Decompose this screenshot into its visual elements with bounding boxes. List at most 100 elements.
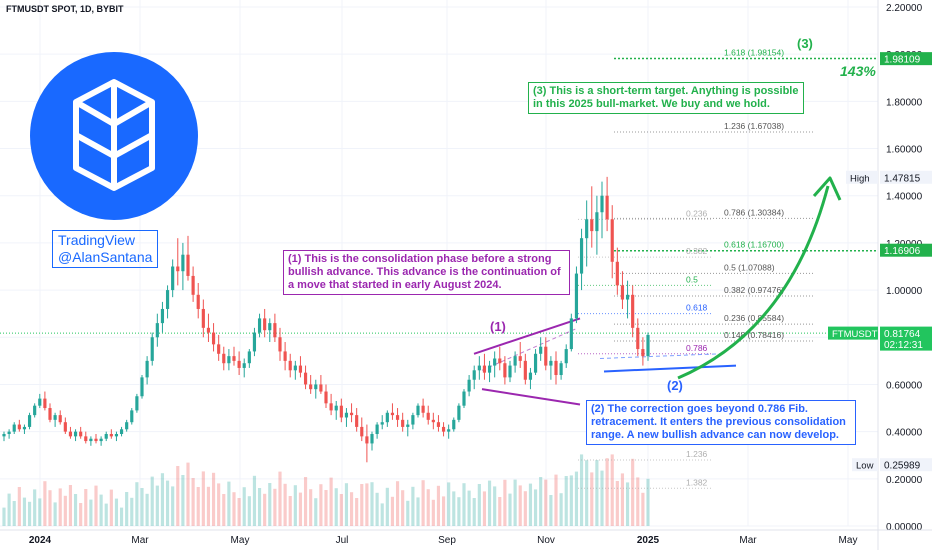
- candle-body: [472, 370, 476, 380]
- price-tick-label: 1.40000: [886, 192, 923, 203]
- candle-body: [518, 356, 522, 361]
- volume-bar: [390, 496, 395, 526]
- volume-bar: [472, 498, 476, 526]
- price-tag-value: 0.81764: [884, 329, 921, 340]
- price-tag-countdown: 02:12:31: [884, 340, 923, 351]
- candle-body: [447, 429, 451, 432]
- candle-body: [569, 318, 573, 350]
- time-tick-label: Jul: [336, 535, 349, 546]
- volume-bar: [293, 485, 297, 526]
- candle-body: [119, 429, 124, 434]
- volume-bar: [523, 491, 527, 526]
- time-tick-label: 2025: [637, 535, 660, 546]
- candle-body: [140, 377, 144, 397]
- fib-level-label: 1.618 (1.98154): [724, 48, 784, 58]
- volume-bars: [2, 454, 650, 526]
- volume-bar: [365, 483, 369, 526]
- candle-body: [544, 346, 548, 366]
- candle-body: [79, 431, 83, 437]
- candle-body: [135, 396, 139, 411]
- candle-body: [191, 275, 195, 295]
- volume-bar: [370, 482, 374, 526]
- price-tag-value: 1.16906: [884, 246, 921, 257]
- volume-bar: [615, 481, 619, 526]
- candle-body: [482, 365, 487, 373]
- candle-body: [252, 332, 257, 352]
- volume-bar: [222, 494, 226, 526]
- candle-body: [155, 323, 159, 338]
- candle-body: [431, 419, 435, 423]
- candle-body: [395, 415, 400, 420]
- candle-body: [360, 426, 364, 437]
- candle-body: [63, 422, 67, 432]
- volume-bar: [314, 498, 318, 526]
- fib-level-label: 0.618 (1.16700): [724, 240, 784, 250]
- candle-body: [339, 405, 343, 418]
- candle-body: [615, 261, 619, 286]
- candle-body: [426, 412, 430, 420]
- note-phase1: (1) This is the consolidation phase befo…: [283, 250, 570, 295]
- candle-body: [196, 294, 200, 309]
- volume-bar: [457, 497, 461, 526]
- volume-bar: [186, 462, 190, 526]
- volume-bar: [467, 490, 471, 526]
- candle-body: [206, 327, 211, 333]
- candle-body: [559, 363, 563, 376]
- volume-bar: [487, 480, 492, 526]
- volume-bar: [441, 496, 446, 526]
- volume-bar: [355, 498, 359, 526]
- volume-bar: [539, 477, 543, 526]
- price-axis: 2.200002.000001.800001.600001.400001.200…: [828, 0, 932, 550]
- candle-body: [298, 365, 303, 373]
- retracement-label: 0.786: [686, 343, 708, 353]
- retracement-label: 0.382: [686, 246, 708, 256]
- volume-bar: [130, 497, 134, 526]
- candle-body: [125, 422, 129, 430]
- time-tick-label: May: [231, 535, 250, 546]
- candle-body: [385, 412, 389, 423]
- volume-bar: [559, 493, 563, 526]
- volume-bar: [7, 493, 11, 526]
- candle-body: [487, 365, 492, 373]
- candle-body: [498, 358, 502, 364]
- volume-bar: [426, 489, 430, 526]
- price-tag-value: 1.98109: [884, 55, 921, 66]
- price-tick-label: 1.00000: [886, 286, 923, 297]
- volume-bar: [252, 475, 257, 526]
- candle-body: [646, 334, 650, 357]
- volume-bar: [309, 489, 313, 526]
- marker-1: (1): [490, 319, 506, 334]
- candle-body: [38, 398, 42, 406]
- volume-bar: [462, 483, 466, 526]
- volume-bar: [528, 483, 533, 526]
- volume-bar: [263, 493, 267, 526]
- time-tick-label: Sep: [438, 535, 456, 546]
- volume-bar: [283, 483, 287, 526]
- volume-bar: [590, 472, 594, 526]
- volume-bar: [268, 483, 272, 526]
- candle-body: [222, 353, 226, 364]
- volume-bar: [237, 498, 241, 526]
- candle-body: [268, 323, 272, 331]
- candle-body: [109, 433, 113, 437]
- volume-bar: [641, 492, 645, 526]
- candle-body: [17, 424, 21, 430]
- candle-body: [390, 412, 395, 416]
- candle-body: [513, 356, 517, 366]
- candles: [2, 176, 650, 463]
- volume-bar: [298, 492, 303, 526]
- price-tag-label-bg: [846, 170, 878, 184]
- volume-bar: [610, 454, 614, 526]
- volume-bar: [421, 480, 425, 526]
- volume-bar: [406, 500, 410, 526]
- volume-bar: [176, 466, 180, 526]
- volume-bar: [339, 494, 343, 526]
- candle-body: [257, 318, 262, 333]
- candle-body: [232, 356, 236, 361]
- candle-body: [68, 431, 73, 437]
- fantom-logo-icon: [73, 79, 155, 191]
- candle-body: [416, 405, 420, 416]
- candle-body: [94, 438, 98, 442]
- volume-bar: [191, 478, 195, 526]
